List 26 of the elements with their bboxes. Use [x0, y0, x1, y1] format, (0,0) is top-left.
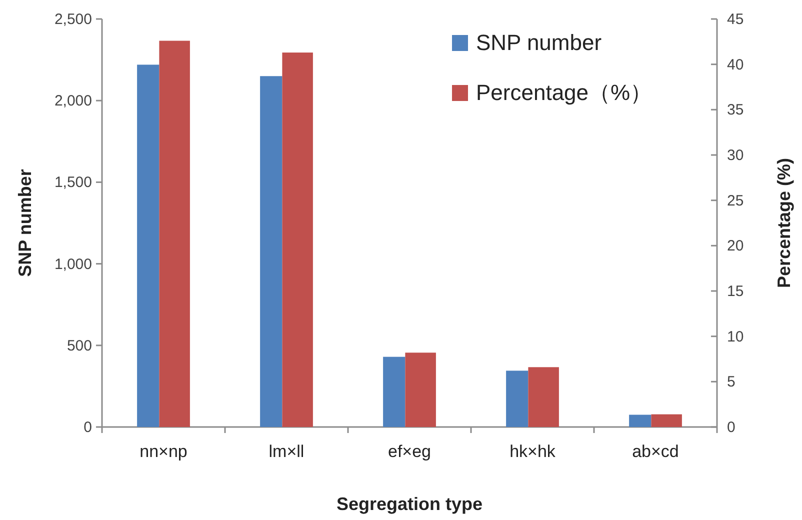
y2-tick-label: 0	[727, 419, 736, 436]
x-tick-label: ef×eg	[388, 442, 432, 461]
y-tick-label: 1,000	[54, 256, 92, 273]
y-tick-label: 1,500	[54, 174, 92, 192]
x-tick-label: hk×hk	[510, 442, 556, 461]
y-axis-title: SNP number	[15, 169, 35, 277]
y2-tick-label: 15	[727, 283, 744, 300]
y2-tick-label: 5	[727, 374, 736, 391]
y2-tick-label: 30	[727, 147, 744, 164]
x-tick-label: lm×ll	[268, 442, 304, 461]
x-tick-label: nn×np	[140, 442, 188, 461]
x-tick-label: ab×cd	[632, 442, 679, 461]
y-tick-label: 2,500	[54, 11, 92, 28]
y2-tick-label: 35	[727, 102, 744, 119]
legend-label: SNP number	[476, 30, 602, 55]
y2-tick-label: 45	[727, 11, 744, 28]
y-tick-label: 2,000	[54, 92, 92, 110]
y2-tick-label: 25	[727, 192, 744, 210]
y2-tick-label: 10	[727, 328, 744, 346]
y-tick-label: 500	[66, 337, 92, 354]
legend-label: Percentage（%）	[476, 80, 652, 105]
x-axis-title: Segregation type	[336, 494, 483, 514]
y2-axis-title: Percentage (%)	[774, 158, 794, 288]
y-tick-label: 0	[84, 419, 92, 436]
y2-tick-label: 20	[727, 238, 744, 255]
y2-tick-label: 40	[727, 56, 744, 74]
